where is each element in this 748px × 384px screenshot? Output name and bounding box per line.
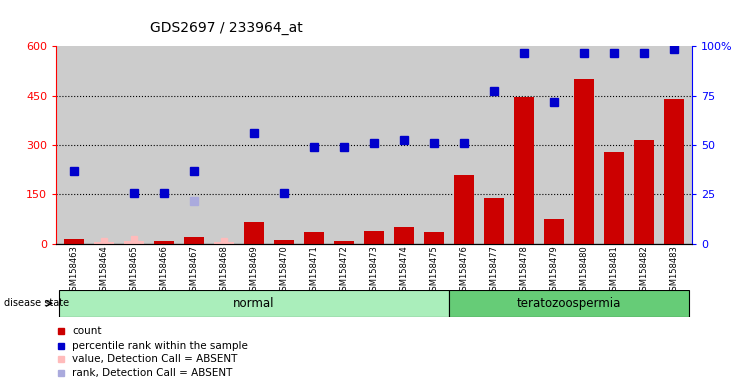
Bar — [245, 222, 264, 244]
Text: normal: normal — [233, 297, 275, 310]
Bar — [334, 240, 354, 244]
Bar — [634, 140, 654, 244]
Bar — [514, 97, 534, 244]
Bar — [59, 290, 449, 317]
Bar — [364, 231, 384, 244]
Text: value, Detection Call = ABSENT: value, Detection Call = ABSENT — [72, 354, 237, 364]
Bar — [454, 175, 473, 244]
Bar — [184, 237, 203, 244]
Bar — [604, 152, 624, 244]
Bar — [424, 232, 444, 244]
Bar — [275, 240, 294, 244]
Text: disease state: disease state — [4, 298, 69, 308]
Bar — [154, 240, 174, 244]
Bar — [449, 290, 689, 317]
Bar — [214, 242, 234, 244]
Bar — [574, 79, 594, 244]
Bar — [484, 198, 503, 244]
Bar — [64, 239, 84, 244]
Text: rank, Detection Call = ABSENT: rank, Detection Call = ABSENT — [72, 368, 233, 378]
Bar — [304, 232, 324, 244]
Text: percentile rank within the sample: percentile rank within the sample — [72, 341, 248, 351]
Bar — [94, 242, 114, 244]
Bar — [124, 241, 144, 244]
Bar — [664, 99, 684, 244]
Text: GDS2697 / 233964_at: GDS2697 / 233964_at — [150, 21, 302, 35]
Text: teratozoospermia: teratozoospermia — [517, 297, 621, 310]
Text: count: count — [72, 326, 102, 336]
Bar — [394, 227, 414, 244]
Bar — [545, 219, 564, 244]
